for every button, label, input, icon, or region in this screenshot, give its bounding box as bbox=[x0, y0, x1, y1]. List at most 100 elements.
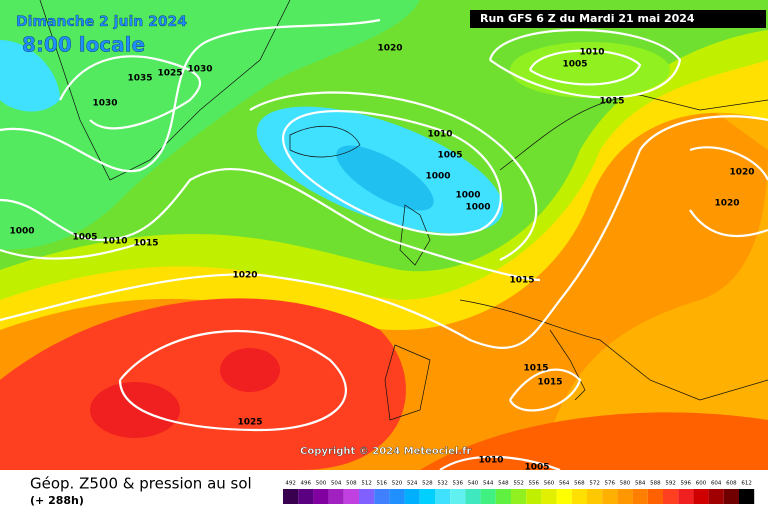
scale-label: 536 bbox=[453, 481, 464, 487]
scale-label: 592 bbox=[665, 481, 676, 487]
scale-label: 560 bbox=[544, 481, 555, 487]
isobar-labels: 1020 1035 1025 1030 1030 1010 1005 1015 1010 1005… bbox=[9, 44, 754, 473]
lead-time: (+ 288h) bbox=[30, 494, 84, 507]
isobar-label: 1035 bbox=[127, 74, 152, 84]
scale-swatch bbox=[374, 489, 390, 504]
scale-label: 540 bbox=[468, 481, 479, 487]
scale-label: 544 bbox=[483, 481, 494, 487]
forecast-time: 8:00 locale bbox=[22, 33, 145, 57]
scale-label: 580 bbox=[620, 481, 631, 487]
scale-swatch bbox=[556, 489, 572, 504]
isobar-label: 1025 bbox=[157, 69, 182, 79]
scale-swatch bbox=[723, 489, 739, 504]
scale-label: 588 bbox=[650, 481, 661, 487]
scale-swatch bbox=[541, 489, 557, 504]
scale-label: 524 bbox=[407, 481, 418, 487]
scale-swatch bbox=[480, 489, 496, 504]
isobar-label: 1005 bbox=[562, 60, 587, 70]
isobars bbox=[0, 18, 768, 472]
scale-swatch bbox=[617, 489, 633, 504]
scale-swatch bbox=[359, 489, 375, 504]
isobar-label: 1015 bbox=[133, 239, 158, 249]
forecast-date: Dimanche 2 juin 2024 bbox=[16, 14, 187, 30]
scale-label: 572 bbox=[589, 481, 600, 487]
scale-label: 532 bbox=[437, 481, 448, 487]
isobar-label: 1005 bbox=[437, 151, 462, 161]
isobar-label: 1005 bbox=[524, 463, 549, 473]
isobar-label: 1020 bbox=[232, 271, 257, 281]
scale-label: 528 bbox=[422, 481, 433, 487]
scale-swatch bbox=[495, 489, 511, 504]
scale-swatch bbox=[693, 489, 709, 504]
scale-label: 492 bbox=[285, 481, 296, 487]
run-info: Run GFS 6 Z du Mardi 21 mai 2024 bbox=[480, 12, 695, 25]
scale-swatch bbox=[602, 489, 618, 504]
isobar-label: 1010 bbox=[102, 237, 127, 247]
isobar-label: 1030 bbox=[92, 99, 117, 109]
scale-label: 608 bbox=[726, 481, 737, 487]
copyright: Copyright © 2024 Meteociel.fr bbox=[300, 446, 471, 457]
run-box bbox=[470, 10, 766, 28]
isobar-label: 1020 bbox=[377, 44, 402, 54]
scale-label: 500 bbox=[316, 481, 327, 487]
scale-swatch bbox=[419, 489, 435, 504]
isobar-label: 1015 bbox=[599, 97, 624, 107]
coastlines bbox=[39, 0, 768, 421]
color-scale: 492 496 500 504 508 512 516 520 524 528 532 536 540 5… bbox=[283, 481, 755, 504]
scale-label: 568 bbox=[574, 481, 585, 487]
scale-swatch bbox=[343, 489, 359, 504]
scale-label: 600 bbox=[696, 481, 707, 487]
scale-label: 576 bbox=[605, 481, 616, 487]
scale-label: 512 bbox=[361, 481, 372, 487]
scale-label: 516 bbox=[377, 481, 388, 487]
isobar-label: 1000 bbox=[9, 227, 34, 237]
scale-swatch bbox=[678, 489, 694, 504]
scale-swatch bbox=[571, 489, 587, 504]
scale-swatch bbox=[587, 489, 603, 504]
scale-label: 556 bbox=[529, 481, 540, 487]
scale-label: 612 bbox=[741, 481, 752, 487]
scale-label: 520 bbox=[392, 481, 403, 487]
scale-swatch bbox=[511, 489, 527, 504]
scale-label: 584 bbox=[635, 481, 646, 487]
scale-swatch bbox=[663, 489, 679, 504]
isobar-label: 1020 bbox=[714, 199, 739, 209]
scale-swatch bbox=[283, 489, 299, 504]
isobar-label: 1025 bbox=[237, 418, 262, 428]
isobar-label: 1010 bbox=[478, 456, 503, 466]
scale-swatch bbox=[435, 489, 451, 504]
scale-swatch bbox=[526, 489, 542, 504]
scale-swatch bbox=[450, 489, 466, 504]
scale-swatch bbox=[313, 489, 329, 504]
scale-swatch bbox=[328, 489, 344, 504]
scale-swatch bbox=[404, 489, 420, 504]
scale-label: 508 bbox=[346, 481, 357, 487]
scale-swatch bbox=[739, 489, 755, 504]
scale-label: 504 bbox=[331, 481, 342, 487]
isobar-label: 1010 bbox=[427, 130, 452, 140]
isobar-label: 1005 bbox=[72, 233, 97, 243]
scale-swatch bbox=[632, 489, 648, 504]
footer-title: Géop. Z500 & pression au sol bbox=[30, 475, 252, 493]
scale-label: 596 bbox=[681, 481, 692, 487]
isobar-label: 1000 bbox=[425, 172, 450, 182]
isobar-label: 1015 bbox=[523, 364, 548, 374]
scale-swatch bbox=[298, 489, 314, 504]
isobar-label: 1000 bbox=[465, 203, 490, 213]
isobar-label: 1030 bbox=[187, 65, 212, 75]
isobar-label: 1015 bbox=[509, 276, 534, 286]
isobar-label: 1010 bbox=[579, 48, 604, 58]
isobar-label: 1015 bbox=[537, 378, 562, 388]
scale-swatch bbox=[465, 489, 481, 504]
scale-swatch bbox=[708, 489, 724, 504]
scale-swatch bbox=[389, 489, 405, 504]
geopotential-field bbox=[0, 0, 768, 470]
scale-swatch bbox=[647, 489, 663, 504]
isobar-label: 1000 bbox=[455, 191, 480, 201]
scale-label: 548 bbox=[498, 481, 509, 487]
scale-label: 564 bbox=[559, 481, 570, 487]
scale-label: 604 bbox=[711, 481, 722, 487]
scale-label: 552 bbox=[513, 481, 524, 487]
isobar-label: 1020 bbox=[729, 168, 754, 178]
